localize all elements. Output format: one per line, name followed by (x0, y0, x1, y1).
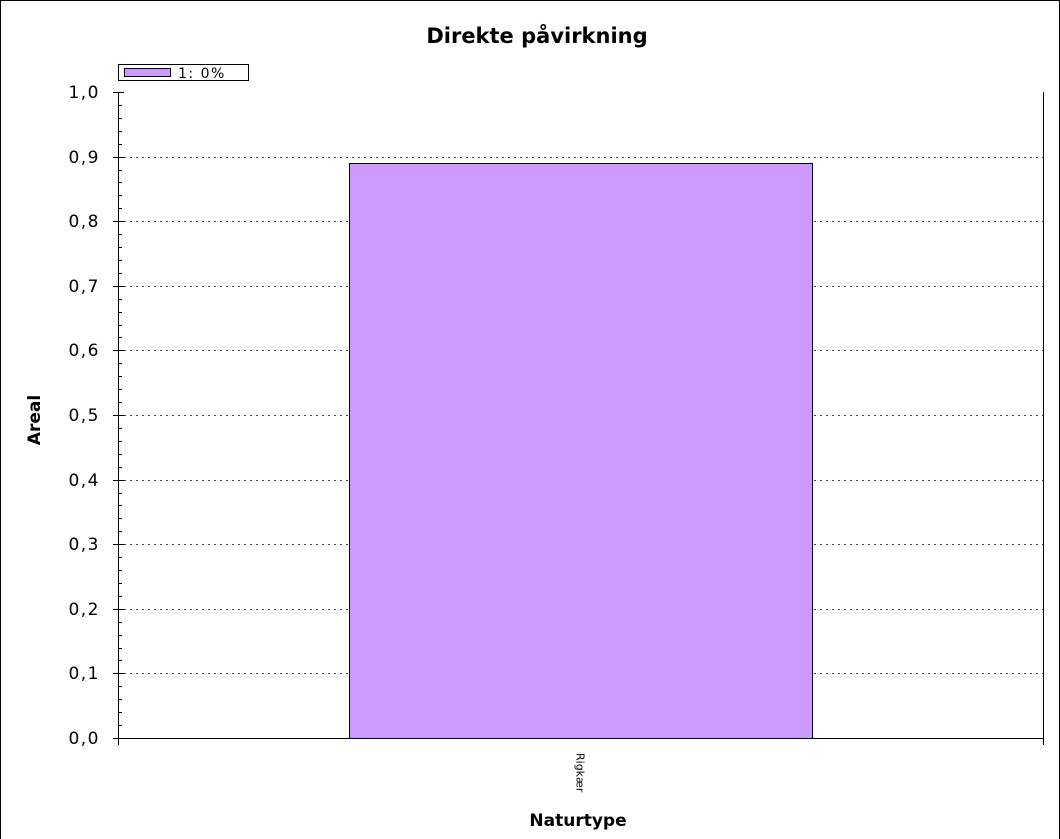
bar (349, 163, 813, 739)
axes (113, 92, 1044, 745)
bars (349, 163, 813, 739)
y-tick-label: 0,6 (68, 341, 100, 361)
y-tick-label: 0,1 (68, 664, 100, 684)
y-tick-label: 0,0 (68, 729, 100, 749)
legend: 1: 0% (118, 64, 249, 82)
y-tick-label: 0,9 (68, 148, 100, 168)
y-tick-label: 0,4 (68, 471, 100, 491)
chart-title: Direkte påvirkning (426, 23, 647, 48)
tick-labels: 0,0 0,1 0,2 0,3 0,4 0,5 0,6 0,7 0,8 0,9 1,0 Rigkær (68, 83, 586, 793)
y-tick-label: 0,7 (68, 277, 100, 297)
y-tick-label: 0,2 (68, 600, 100, 620)
y-tick-label: 0,8 (68, 212, 100, 232)
legend-label: 1: 0% (178, 66, 226, 82)
y-tick-label: 0,3 (68, 535, 100, 555)
y-axis-title: Areal (25, 395, 45, 445)
y-tick-label: 1,0 (68, 83, 100, 103)
x-category-label: Rigkær (574, 753, 587, 793)
x-axis-title: Naturtype (529, 811, 626, 831)
legend-swatch (124, 68, 171, 77)
y-tick-label: 0,5 (68, 406, 100, 426)
